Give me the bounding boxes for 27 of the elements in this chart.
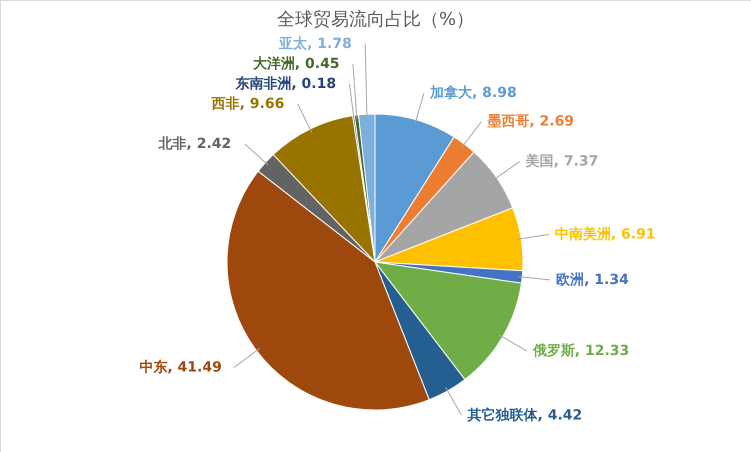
data-label: , 4.42 (538, 407, 582, 424)
data-label: , 8.98 (472, 84, 517, 101)
data-label: , 1.34 (584, 272, 630, 288)
slice-label: 中南美洲 (554, 225, 611, 242)
slice-label: 东南非洲 (234, 74, 292, 92)
data-label: , 9.66 (240, 96, 284, 112)
slice-label: 大洋洲 (252, 56, 295, 72)
slice-label: 西非 (210, 96, 240, 112)
data-label: , 0.45 (294, 56, 340, 72)
data-label: , 7.37 (554, 154, 598, 170)
data-label: , 0.18 (291, 76, 336, 92)
slice-label: 美国 (524, 152, 554, 170)
slice-label: 北非 (158, 136, 187, 152)
slice-label: 欧洲 (556, 272, 584, 288)
slice-label: 亚太 (278, 36, 308, 52)
slice-label: 中东 (139, 358, 168, 376)
data-label: , 6.91 (610, 226, 656, 242)
data-label: , 2.69 (529, 114, 574, 130)
slice-label: 墨西哥 (486, 114, 530, 130)
chart-title: 全球贸易流向占比（%） (276, 9, 474, 30)
data-label: , 2.42 (186, 136, 232, 152)
slice-label: 其它独联体 (466, 406, 539, 424)
slice-label: 加拿大 (428, 84, 473, 101)
slice-label: 俄罗斯 (532, 343, 575, 360)
data-label: , 41.49 (167, 359, 222, 376)
data-label: , 12.33 (574, 343, 630, 360)
data-label: , 1.78 (307, 36, 352, 52)
